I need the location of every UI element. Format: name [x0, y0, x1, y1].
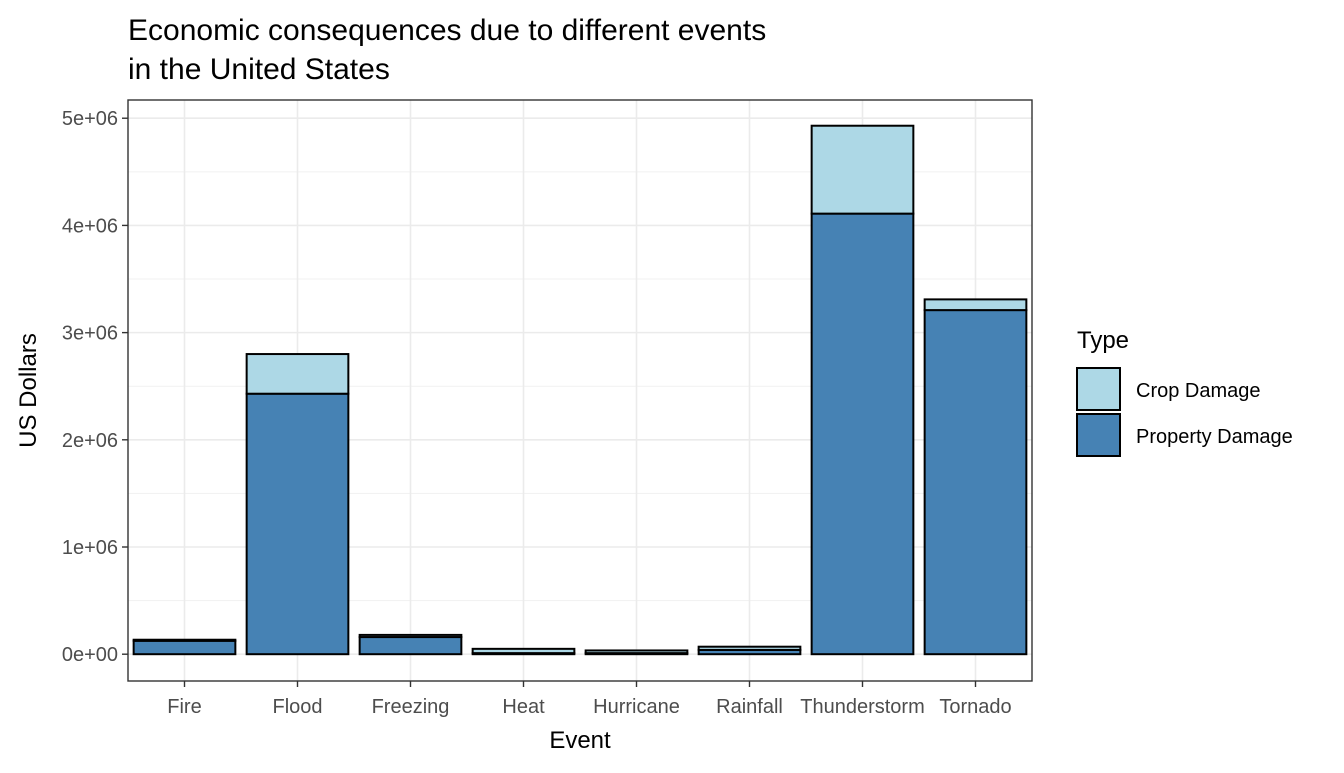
- y-tick-label: 1e+06: [62, 537, 118, 559]
- bar-property-damage-tornado: [923, 309, 1028, 656]
- bar-crop-damage-fire: [132, 638, 237, 642]
- bar-crop-damage-hurricane: [584, 649, 689, 655]
- x-tick-label: Hurricane: [593, 696, 680, 718]
- x-tick-label: Rainfall: [716, 696, 783, 718]
- bar-property-damage-thunderstorm: [810, 212, 915, 656]
- x-tick-label: Fire: [167, 696, 201, 718]
- bar-crop-damage-thunderstorm: [810, 124, 915, 215]
- bar-property-damage-flood: [245, 392, 350, 656]
- chart-title-line-2: in the United States: [128, 53, 390, 86]
- x-tick-label: Tornado: [939, 696, 1011, 718]
- bar-crop-damage-freezing: [358, 633, 463, 639]
- axes: 0e+00 1e+06 2e+06 3e+06 4e+06 5e+06 Fire Flood F…: [62, 108, 1012, 718]
- legend-key-crop-damage: [1076, 367, 1121, 411]
- chart-title-line-1: Economic consequences due to different e…: [128, 14, 766, 47]
- legend-label: Crop Damage: [1136, 380, 1261, 402]
- y-axis-title: US Dollars: [15, 333, 42, 448]
- bar-crop-damage-flood: [245, 353, 350, 395]
- x-tick-label: Freezing: [372, 696, 450, 718]
- legend: Type Crop Damage Property Damage: [1076, 327, 1293, 457]
- legend-label: Property Damage: [1136, 426, 1293, 448]
- y-tick-label: 2e+06: [62, 430, 118, 452]
- y-tick-label: 0e+00: [62, 644, 118, 666]
- y-tick-label: 4e+06: [62, 215, 118, 237]
- x-tick-label: Flood: [272, 696, 322, 718]
- legend-key-property-damage: [1076, 413, 1121, 457]
- plot-panel-border: [127, 99, 1033, 682]
- y-tick-label: 5e+06: [62, 108, 118, 130]
- bar-property-damage-freezing: [358, 636, 463, 656]
- bars: [132, 124, 1028, 656]
- x-axis-title: Event: [549, 727, 611, 754]
- legend-title: Type: [1077, 327, 1129, 354]
- x-tick-label: Thunderstorm: [800, 696, 925, 718]
- bar-crop-damage-heat: [471, 647, 576, 655]
- bar-crop-damage-tornado: [923, 298, 1028, 312]
- bar-property-damage-fire: [132, 639, 237, 656]
- bar-crop-damage-rainfall: [697, 645, 802, 651]
- y-tick-label: 3e+06: [62, 323, 118, 345]
- x-tick-label: Heat: [502, 696, 545, 718]
